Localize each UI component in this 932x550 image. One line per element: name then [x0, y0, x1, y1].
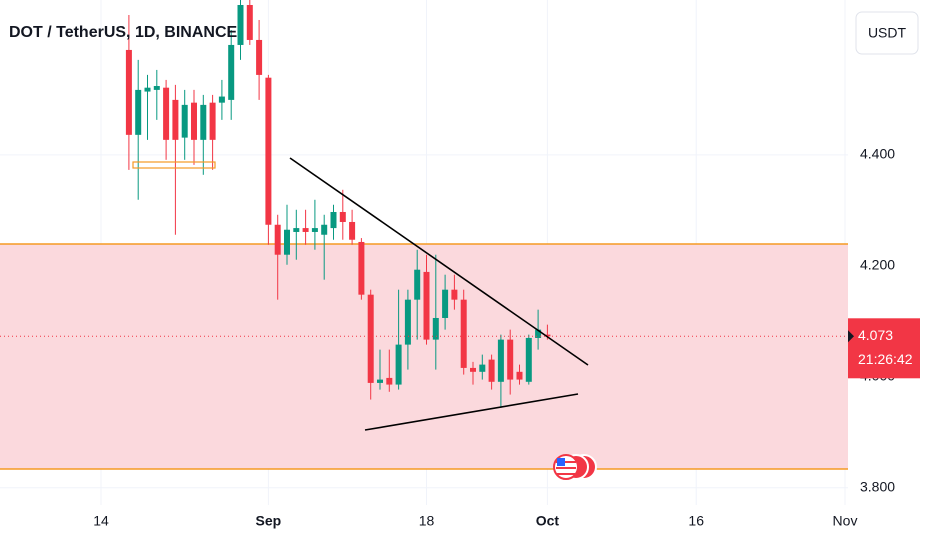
- x-tick-label: 16: [688, 513, 704, 529]
- candle-body: [516, 371, 523, 380]
- candle-body: [451, 289, 458, 300]
- candle-body: [507, 339, 514, 380]
- candle-body: [284, 229, 290, 255]
- candle-body: [218, 96, 225, 103]
- x-tick-label: Sep: [256, 513, 282, 529]
- candle-body: [302, 228, 309, 232]
- y-tick-label: 4.200: [860, 257, 895, 273]
- candle-body: [395, 344, 402, 385]
- box-drawing: [132, 161, 216, 169]
- candle-body: [256, 39, 263, 75]
- candle-body: [209, 102, 216, 140]
- candle-body: [367, 294, 374, 383]
- last-price-label: 4.073: [858, 327, 893, 343]
- candle-body: [274, 224, 281, 255]
- candle-body: [228, 44, 235, 100]
- candle-body: [423, 271, 430, 340]
- candle-body: [265, 77, 272, 225]
- candle-body: [163, 87, 170, 140]
- candle-body: [237, 4, 244, 45]
- candle-body: [321, 224, 328, 235]
- candles: [125, 0, 551, 408]
- candle-body: [460, 299, 467, 368]
- candle-body: [544, 334, 551, 337]
- candle-body: [339, 211, 346, 222]
- candle-body: [525, 337, 532, 382]
- x-tick-label: 18: [419, 513, 435, 529]
- candle-body: [135, 89, 142, 135]
- candle-body: [191, 102, 197, 140]
- candle-body: [349, 221, 356, 240]
- candle-body: [181, 104, 188, 138]
- price-tag: [848, 318, 920, 379]
- candle-body: [358, 241, 365, 295]
- currency-box[interactable]: [855, 11, 919, 55]
- candle-body: [311, 228, 318, 232]
- candle-body: [497, 339, 504, 382]
- candle-body: [125, 49, 132, 135]
- y-tick-label: 4.400: [860, 146, 895, 162]
- candle-body: [172, 99, 179, 140]
- candle-body: [488, 359, 495, 382]
- x-tick-label: Oct: [536, 513, 560, 529]
- candle-body: [144, 87, 151, 92]
- countdown: 21:26:42: [858, 351, 913, 367]
- trend-line: [364, 393, 579, 431]
- candle-body: [153, 86, 160, 90]
- currency-label: USDT: [868, 25, 907, 41]
- candle-body: [404, 299, 411, 345]
- x-tick-label: Nov: [833, 513, 858, 529]
- candle-body: [293, 228, 300, 232]
- event-icon: [553, 454, 597, 480]
- price-axis: [848, 0, 932, 550]
- candle-body: [535, 329, 542, 338]
- candle-body: [414, 269, 421, 300]
- price-tag-arrow: [848, 330, 854, 343]
- candle-body: [386, 377, 393, 385]
- trend-line: [289, 157, 589, 366]
- candle-body: [470, 367, 476, 372]
- candle-body: [432, 317, 439, 340]
- chart-title: DOT / TetherUS, 1D, BINANCE: [9, 24, 238, 41]
- y-tick-label: 3.800: [860, 478, 895, 494]
- candle-body: [246, 4, 253, 40]
- candle-body: [377, 379, 383, 383]
- axis: 3.8004.0004.2004.40014Sep18Oct16Nov4.073…: [93, 146, 920, 529]
- candle-body: [442, 289, 449, 318]
- candle-body: [200, 104, 207, 140]
- candle-body: [330, 211, 337, 229]
- x-tick-label: 14: [93, 513, 109, 529]
- candle-body: [479, 364, 486, 372]
- time-axis: [0, 505, 848, 550]
